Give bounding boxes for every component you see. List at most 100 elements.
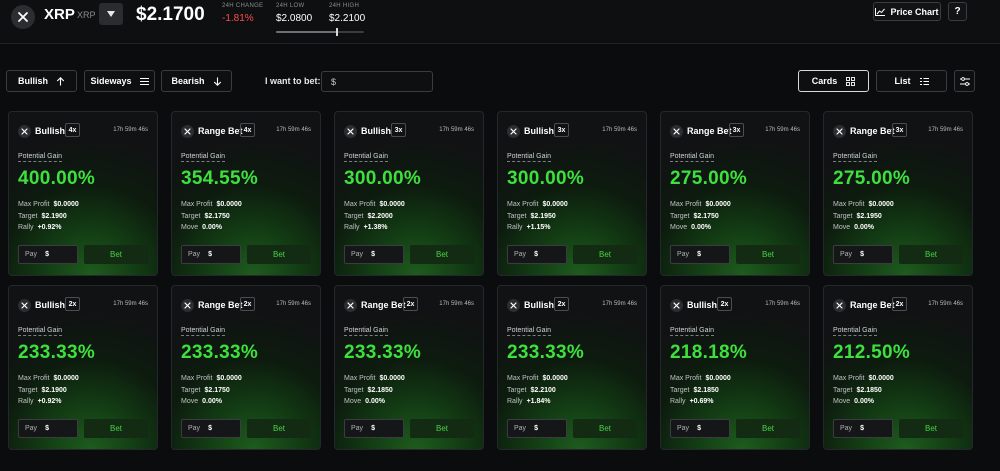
bearish-filter-button[interactable]: Bearish xyxy=(161,70,232,92)
current-price: $2.1700 xyxy=(136,4,205,25)
target-label: Target xyxy=(507,213,527,220)
target-value: $2.1750 xyxy=(204,387,230,394)
bet-button[interactable]: Bet xyxy=(410,245,474,264)
pay-input[interactable]: Pay $ xyxy=(344,419,404,438)
bet-button[interactable]: Bet xyxy=(84,419,148,438)
bet-card[interactable]: Bullish 3x 17h 59m 46s Potential Gain 300.00… xyxy=(497,111,647,276)
stat-row: Rally +1.84% xyxy=(507,398,551,405)
pay-input[interactable]: Pay $ xyxy=(181,419,241,438)
max-profit-label: Max Profit xyxy=(344,375,376,382)
max-profit-row: Max Profit $0.0000 xyxy=(344,201,405,208)
pay-currency: $ xyxy=(697,251,701,258)
bet-card[interactable]: Range Bet 2x 17h 59m 46s Potential Gain 212.… xyxy=(823,285,973,450)
bet-button[interactable]: Bet xyxy=(736,419,800,438)
bet-card[interactable]: Range Bet 2x 17h 59m 46s Potential Gain 233.… xyxy=(171,285,321,450)
bet-button[interactable]: Bet xyxy=(573,245,637,264)
target-row: Target $2.1900 xyxy=(18,213,67,220)
cards-view-label: Cards xyxy=(811,76,838,86)
pay-label: Pay xyxy=(840,251,853,258)
max-profit-row: Max Profit $0.0000 xyxy=(507,201,568,208)
xrp-icon xyxy=(670,125,683,138)
pay-input[interactable]: Pay $ xyxy=(670,419,730,438)
bet-button[interactable]: Bet xyxy=(84,245,148,264)
card-countdown: 17h 59m 46s xyxy=(765,301,800,307)
bet-button[interactable]: Bet xyxy=(573,419,637,438)
bet-card[interactable]: Bullish 2x 17h 59m 46s Potential Gain 233.33… xyxy=(497,285,647,450)
pay-label: Pay xyxy=(514,251,527,258)
card-countdown: 17h 59m 46s xyxy=(602,301,637,307)
pay-input[interactable]: Pay $ xyxy=(670,245,730,264)
bet-button[interactable]: Bet xyxy=(247,419,311,438)
target-value: $2.1850 xyxy=(367,387,393,394)
bet-card[interactable]: Range Bet 3x 17h 59m 46s Potential Gain 275.… xyxy=(823,111,973,276)
bet-button[interactable]: Bet xyxy=(247,245,311,264)
filter-settings-button[interactable] xyxy=(954,70,975,92)
bearish-filter-label: Bearish xyxy=(171,76,205,86)
xrp-icon xyxy=(344,125,357,138)
stat-row: Move 0.00% xyxy=(833,224,874,231)
bet-button[interactable]: Bet xyxy=(736,245,800,264)
target-row: Target $2.1850 xyxy=(833,387,882,394)
pay-label: Pay xyxy=(188,251,201,258)
pay-input[interactable]: Pay $ xyxy=(833,419,893,438)
pay-input[interactable]: Pay $ xyxy=(18,245,78,264)
price-chart-button[interactable]: Price Chart xyxy=(873,2,941,21)
stat-value: +0.92% xyxy=(37,398,62,405)
cards-view-button[interactable]: Cards xyxy=(798,70,869,92)
bet-button[interactable]: Bet xyxy=(899,419,963,438)
sideways-filter-button[interactable]: Sideways xyxy=(84,70,155,92)
target-label: Target xyxy=(670,213,690,220)
card-bet-type: Range Bet xyxy=(198,126,243,136)
card-multiplier-badge: 4x xyxy=(240,123,255,137)
stat-row: Move 0.00% xyxy=(670,224,711,231)
low-value: $2.0800 xyxy=(276,13,313,24)
stat-value: 0.00% xyxy=(365,398,385,405)
pay-input[interactable]: Pay $ xyxy=(507,419,567,438)
pay-currency: $ xyxy=(860,425,864,432)
stat-value: 0.00% xyxy=(691,224,711,231)
list-view-button[interactable]: List xyxy=(876,70,947,92)
potential-gain-label: Potential Gain xyxy=(507,327,551,336)
stat-label: Rally xyxy=(344,224,360,231)
max-profit-label: Max Profit xyxy=(507,375,539,382)
max-profit-row: Max Profit $0.0000 xyxy=(18,375,79,382)
bullish-filter-button[interactable]: Bullish xyxy=(6,70,77,92)
pay-input[interactable]: Pay $ xyxy=(833,245,893,264)
card-multiplier-badge: 3x xyxy=(892,123,907,137)
target-value: $2.1750 xyxy=(693,213,719,220)
bet-button[interactable]: Bet xyxy=(899,245,963,264)
max-profit-label: Max Profit xyxy=(181,375,213,382)
pay-currency: $ xyxy=(371,425,375,432)
card-multiplier-badge: 2x xyxy=(554,297,569,311)
max-profit-label: Max Profit xyxy=(344,201,376,208)
target-value: $2.1900 xyxy=(41,387,67,394)
bet-card[interactable]: Range Bet 3x 17h 59m 46s Potential Gain 275.… xyxy=(660,111,810,276)
max-profit-label: Max Profit xyxy=(18,375,50,382)
bet-card[interactable]: Bullish 2x 17h 59m 46s Potential Gain 218.18… xyxy=(660,285,810,450)
bet-card[interactable]: Range Bet 2x 17h 59m 46s Potential Gain 233.… xyxy=(334,285,484,450)
potential-gain-value: 233.33% xyxy=(344,342,422,363)
target-value: $2.1950 xyxy=(856,213,882,220)
card-bet-type: Range Bet xyxy=(361,300,406,310)
stat-value: 0.00% xyxy=(202,398,222,405)
pay-input[interactable]: Pay $ xyxy=(344,245,404,264)
pay-input[interactable]: Pay $ xyxy=(181,245,241,264)
max-profit-row: Max Profit $0.0000 xyxy=(670,201,731,208)
pay-label: Pay xyxy=(677,251,690,258)
potential-gain-label: Potential Gain xyxy=(181,327,225,336)
card-countdown: 17h 59m 46s xyxy=(113,301,148,307)
bet-card[interactable]: Bullish 3x 17h 59m 46s Potential Gain 300.00… xyxy=(334,111,484,276)
help-button[interactable]: ? xyxy=(948,2,967,21)
bet-amount-input[interactable]: $ xyxy=(321,71,433,92)
bet-card[interactable]: Bullish 4x 17h 59m 46s Potential Gain 400.00… xyxy=(8,111,158,276)
bet-button[interactable]: Bet xyxy=(410,419,474,438)
coin-selector-button[interactable] xyxy=(99,3,123,25)
bet-card[interactable]: Range Bet 4x 17h 59m 46s Potential Gain 354.… xyxy=(171,111,321,276)
pay-input[interactable]: Pay $ xyxy=(507,245,567,264)
max-profit-label: Max Profit xyxy=(18,201,50,208)
target-label: Target xyxy=(18,213,38,220)
pay-input[interactable]: Pay $ xyxy=(18,419,78,438)
low-label: 24H LOW xyxy=(276,3,305,9)
target-label: Target xyxy=(344,387,364,394)
bet-card[interactable]: Bullish 2x 17h 59m 46s Potential Gain 233.33… xyxy=(8,285,158,450)
